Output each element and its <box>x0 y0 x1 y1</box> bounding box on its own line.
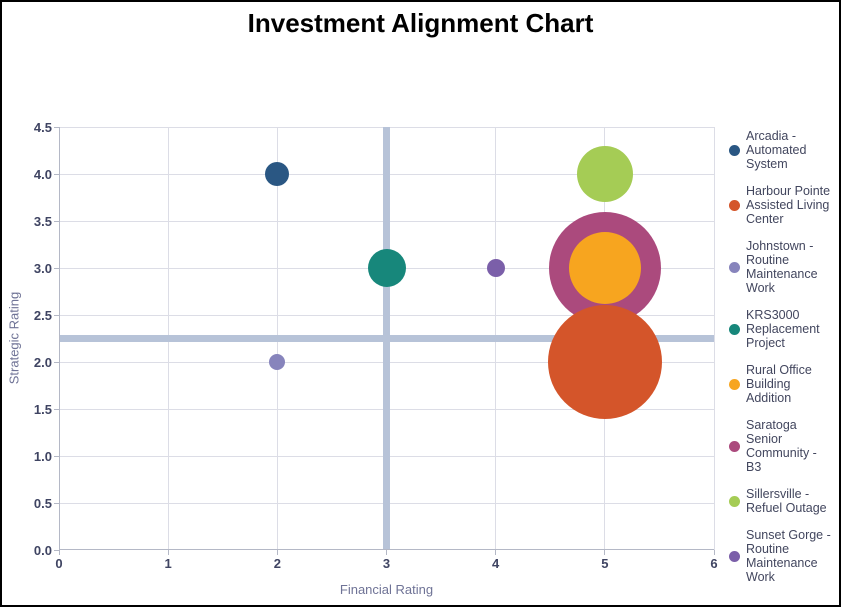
bubble-rural-office-building-addition[interactable] <box>568 232 641 304</box>
x-tick-label: 2 <box>273 556 281 571</box>
legend-marker-icon <box>729 550 740 562</box>
bubble-sunset-gorge-routine-maintenance-work[interactable] <box>486 259 505 277</box>
x-tick <box>58 550 60 555</box>
x-tick-label: 5 <box>601 556 609 571</box>
x-tick <box>604 550 606 555</box>
legend-item-rural[interactable]: Rural Office Building Addition <box>729 363 835 405</box>
y-tick <box>54 408 59 410</box>
y-tick-label: 2.5 <box>33 308 52 323</box>
y-tick <box>54 267 59 269</box>
y-tick-label: 1.5 <box>33 402 52 417</box>
y-tick <box>54 361 59 363</box>
legend-item-krs3000[interactable]: KRS3000 Replacement Project <box>729 308 835 350</box>
y-tick <box>54 502 59 504</box>
x-tick-label: 3 <box>382 556 391 571</box>
y-tick-label: 3.0 <box>33 261 52 276</box>
y-tick <box>54 220 59 222</box>
chart-title: Investment Alignment Chart <box>247 8 594 38</box>
v-gridline <box>713 127 715 550</box>
y-tick-label: 0.0 <box>33 543 52 558</box>
legend-item-johnstown[interactable]: Johnstown - Routine Maintenance Work <box>729 239 835 295</box>
bubble-sillersville-refuel-outage[interactable] <box>576 146 633 202</box>
x-tick <box>713 550 715 555</box>
x-tick-label: 1 <box>164 556 172 571</box>
legend-label: Saratoga Senior Community - B3 <box>746 418 817 474</box>
legend-marker-icon <box>729 323 740 335</box>
horizontal-reference-line <box>59 335 714 342</box>
y-tick-label: 0.5 <box>33 496 52 511</box>
bubble-arcadia-automated-system[interactable] <box>265 162 290 186</box>
y-tick-label: 4.5 <box>33 120 52 135</box>
y-tick <box>54 455 59 457</box>
legend-marker-icon <box>729 440 740 452</box>
x-axis-title: Financial Rating <box>339 582 434 597</box>
y-tick <box>54 314 59 316</box>
legend-item-harbour[interactable]: Harbour Pointe Assisted Living Center <box>729 184 835 226</box>
y-axis-line <box>59 127 60 550</box>
legend-label: Harbour Pointe Assisted Living Center <box>746 184 831 226</box>
legend-marker-icon <box>729 261 740 273</box>
y-tick-label: 3.5 <box>33 214 52 229</box>
legend-item-arcadia[interactable]: Arcadia - Automated System <box>729 129 835 171</box>
legend-marker-icon <box>729 378 740 390</box>
y-tick-label: 2.0 <box>33 355 52 370</box>
y-axis-title: Strategic Rating <box>6 291 22 385</box>
x-tick <box>167 550 169 555</box>
legend-marker-icon <box>729 144 740 156</box>
legend-item-sunset[interactable]: Sunset Gorge - Routine Maintenance Work <box>729 528 835 584</box>
legend-label: Sillersville - Refuel Outage <box>746 487 827 515</box>
x-tick <box>386 550 387 555</box>
y-tick <box>54 126 59 128</box>
x-tick-label: 0 <box>55 556 63 571</box>
legend-marker-icon <box>729 199 740 211</box>
legend: Arcadia - Automated System Harbour Pointe… <box>729 129 835 584</box>
plot-area <box>59 126 715 550</box>
legend-label: KRS3000 Replacement Project <box>746 308 820 350</box>
legend-label: Arcadia - Automated System <box>746 129 807 171</box>
y-tick-label: 1.0 <box>33 449 52 464</box>
x-axis-line <box>59 549 714 550</box>
legend-label: Johnstown - Routine Maintenance Work <box>746 239 818 295</box>
x-tick <box>495 550 497 555</box>
y-tick-label: 4.0 <box>33 167 52 182</box>
bubble-johnstown-routine-maintenance-work[interactable] <box>269 354 286 370</box>
x-tick-label: 6 <box>710 556 718 571</box>
legend-item-saratoga[interactable]: Saratoga Senior Community - B3 <box>729 418 835 474</box>
y-tick <box>54 173 59 175</box>
legend-label: Sunset Gorge - Routine Maintenance Work <box>746 528 831 584</box>
y-tick <box>54 549 59 551</box>
legend-label: Rural Office Building Addition <box>746 363 812 405</box>
legend-marker-icon <box>729 495 740 507</box>
bubble-krs3000-replacement-project[interactable] <box>367 249 406 287</box>
x-tick-label: 4 <box>492 556 500 571</box>
x-tick <box>276 550 278 555</box>
legend-item-sillersville[interactable]: Sillersville - Refuel Outage <box>729 487 835 515</box>
bubble-harbour-pointe-assisted-living-center[interactable] <box>547 305 662 419</box>
